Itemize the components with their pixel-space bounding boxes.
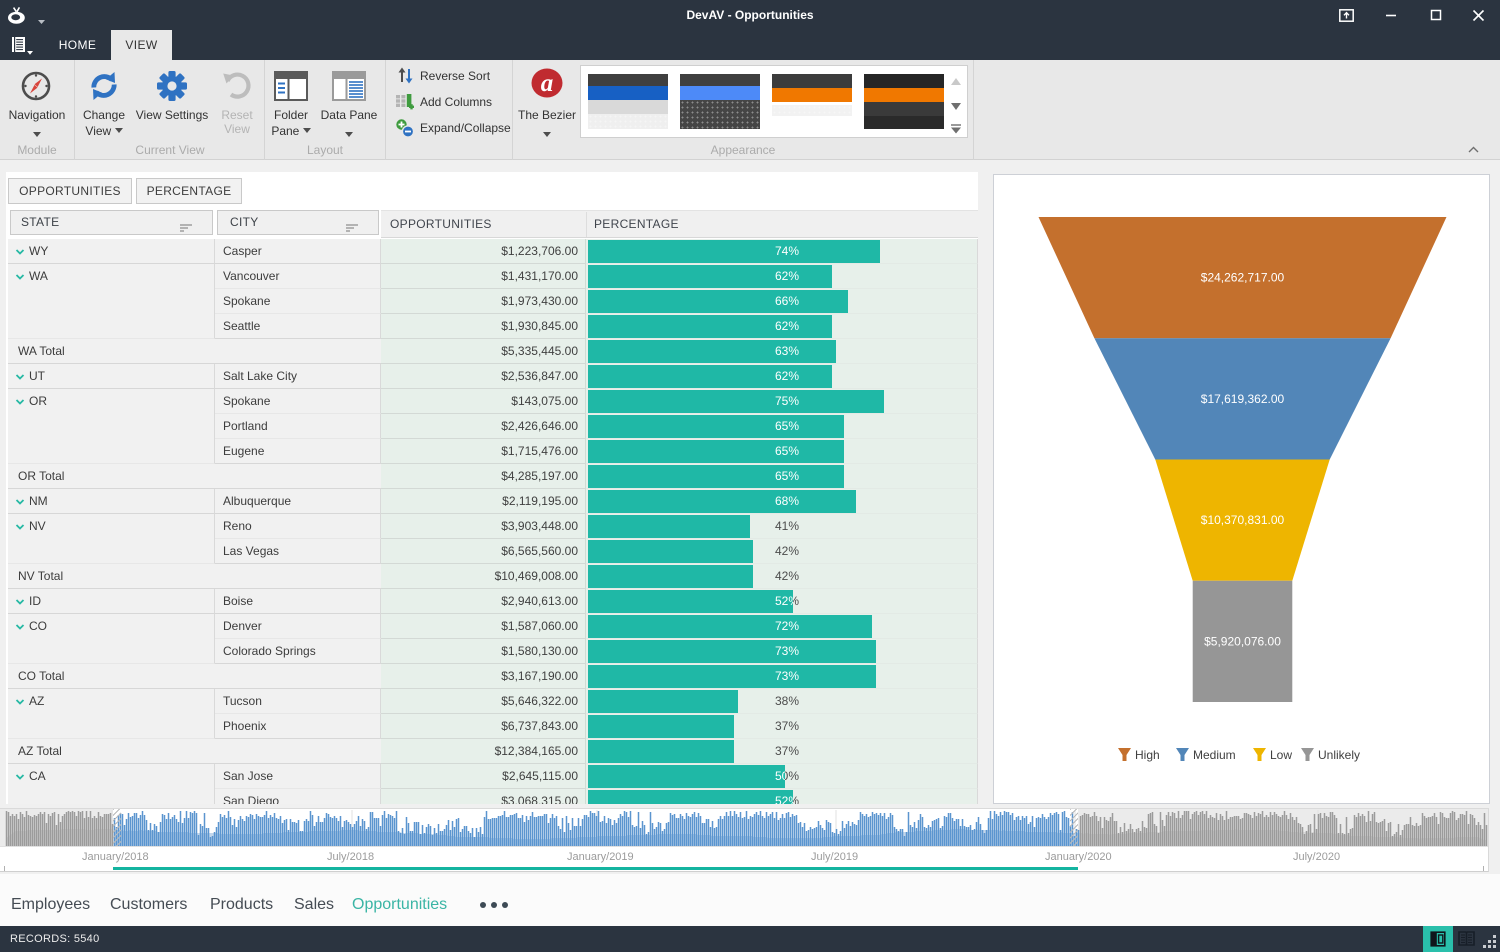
svg-text:$17,619,362.00: $17,619,362.00 [1201, 392, 1285, 406]
svg-text:$10,370,831.00: $10,370,831.00 [1201, 513, 1285, 527]
svg-text:High: High [1135, 748, 1160, 762]
svg-text:Medium: Medium [1193, 748, 1236, 762]
svg-text:a: a [541, 70, 554, 97]
svg-text:Unlikely: Unlikely [1318, 748, 1360, 762]
svg-text:$24,262,717.00: $24,262,717.00 [1201, 271, 1285, 285]
svg-text:$5,920,076.00: $5,920,076.00 [1204, 634, 1281, 648]
svg-text:Low: Low [1270, 748, 1292, 762]
